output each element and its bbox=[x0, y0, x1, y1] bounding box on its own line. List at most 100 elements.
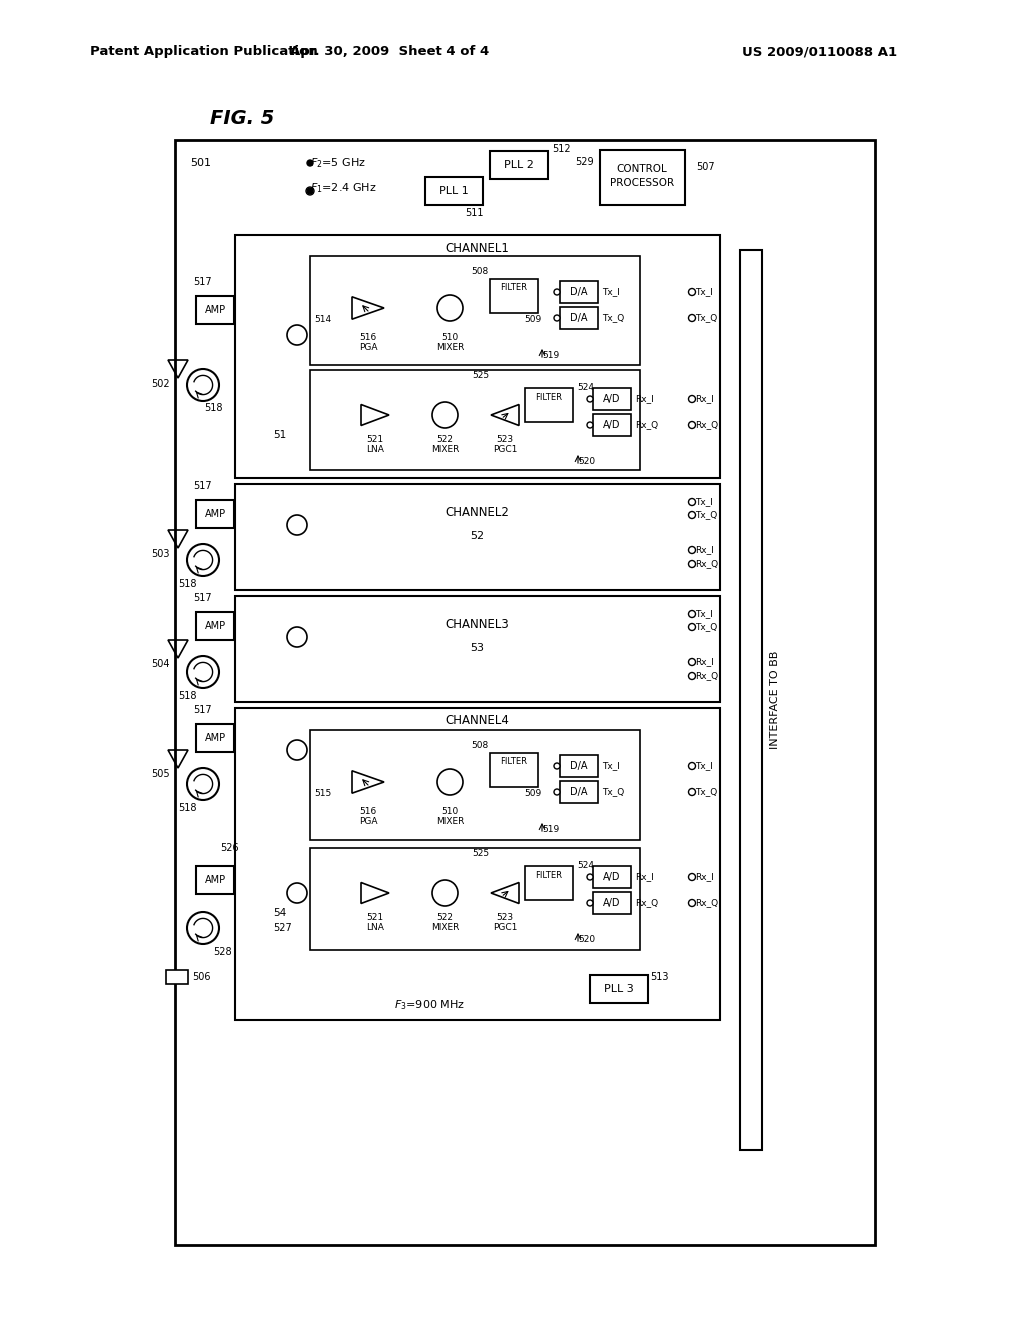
Text: 508: 508 bbox=[472, 268, 489, 276]
Text: 53: 53 bbox=[470, 643, 484, 653]
Text: PROCESSOR: PROCESSOR bbox=[610, 178, 674, 187]
Text: PLL 1: PLL 1 bbox=[439, 186, 469, 195]
Circle shape bbox=[688, 546, 695, 553]
Text: FILTER: FILTER bbox=[501, 284, 527, 293]
Circle shape bbox=[554, 289, 560, 294]
Text: Rx_I: Rx_I bbox=[695, 395, 714, 404]
Text: 505: 505 bbox=[152, 770, 170, 779]
Text: Rx_I: Rx_I bbox=[635, 873, 653, 882]
Bar bbox=[234, 235, 720, 478]
Circle shape bbox=[688, 511, 695, 519]
Circle shape bbox=[688, 499, 695, 506]
Text: 524: 524 bbox=[577, 862, 594, 870]
Circle shape bbox=[307, 187, 313, 194]
Bar bbox=[560, 308, 598, 329]
Text: 504: 504 bbox=[152, 659, 170, 669]
Circle shape bbox=[187, 370, 219, 401]
Text: 506: 506 bbox=[193, 972, 211, 982]
Text: 521: 521 bbox=[367, 913, 384, 923]
Bar bbox=[490, 150, 548, 180]
Text: A/D: A/D bbox=[603, 898, 621, 908]
Text: PGC1: PGC1 bbox=[493, 446, 517, 454]
Circle shape bbox=[688, 314, 695, 322]
Text: LNA: LNA bbox=[366, 924, 384, 932]
Circle shape bbox=[432, 880, 458, 906]
Text: US 2009/0110088 A1: US 2009/0110088 A1 bbox=[742, 45, 898, 58]
Bar bbox=[166, 970, 188, 983]
Text: 512: 512 bbox=[552, 144, 570, 154]
Text: Rx_Q: Rx_Q bbox=[695, 421, 718, 429]
Circle shape bbox=[187, 912, 219, 944]
Bar bbox=[525, 388, 573, 422]
Text: 501: 501 bbox=[190, 158, 211, 168]
Bar bbox=[234, 708, 720, 1020]
Circle shape bbox=[306, 187, 314, 195]
Text: 527: 527 bbox=[273, 923, 292, 933]
Circle shape bbox=[187, 544, 219, 576]
Text: 509: 509 bbox=[524, 789, 542, 799]
Circle shape bbox=[287, 627, 307, 647]
Text: 54: 54 bbox=[273, 908, 287, 917]
Text: AMP: AMP bbox=[205, 875, 225, 884]
Text: 525: 525 bbox=[472, 371, 489, 380]
Bar bbox=[425, 177, 483, 205]
Text: 51: 51 bbox=[273, 430, 287, 440]
Text: 518: 518 bbox=[178, 803, 197, 813]
Circle shape bbox=[688, 659, 695, 665]
Bar bbox=[593, 892, 631, 913]
Text: D/A: D/A bbox=[570, 313, 588, 323]
Text: $F_1$=2.4 GHz: $F_1$=2.4 GHz bbox=[310, 181, 377, 195]
Text: 523: 523 bbox=[497, 436, 514, 445]
Text: Rx_Q: Rx_Q bbox=[635, 421, 658, 429]
Circle shape bbox=[187, 656, 219, 688]
Text: 518: 518 bbox=[204, 403, 222, 413]
Text: Tx_I: Tx_I bbox=[695, 610, 713, 619]
Circle shape bbox=[688, 672, 695, 680]
Text: 514: 514 bbox=[314, 315, 331, 325]
Text: Apr. 30, 2009  Sheet 4 of 4: Apr. 30, 2009 Sheet 4 of 4 bbox=[291, 45, 489, 58]
Text: D/A: D/A bbox=[570, 286, 588, 297]
Text: 521: 521 bbox=[367, 436, 384, 445]
Text: Rx_Q: Rx_Q bbox=[695, 560, 718, 569]
Text: 528: 528 bbox=[213, 946, 231, 957]
Text: 526: 526 bbox=[220, 843, 239, 853]
Text: CHANNEL1: CHANNEL1 bbox=[445, 242, 509, 255]
Circle shape bbox=[287, 515, 307, 535]
Text: Rx_I: Rx_I bbox=[635, 395, 653, 404]
Circle shape bbox=[688, 561, 695, 568]
Text: Tx_I: Tx_I bbox=[602, 288, 620, 297]
Text: AMP: AMP bbox=[205, 305, 225, 315]
Text: 52: 52 bbox=[470, 531, 484, 541]
Text: 517: 517 bbox=[194, 593, 212, 603]
Bar bbox=[560, 281, 598, 304]
Text: Tx_Q: Tx_Q bbox=[695, 623, 717, 631]
Text: 524: 524 bbox=[577, 384, 594, 392]
Text: PGA: PGA bbox=[358, 343, 377, 352]
Bar bbox=[175, 140, 874, 1245]
Circle shape bbox=[187, 768, 219, 800]
Text: 503: 503 bbox=[152, 549, 170, 558]
Text: 513: 513 bbox=[650, 972, 669, 982]
Text: CHANNEL4: CHANNEL4 bbox=[445, 714, 509, 727]
Text: A/D: A/D bbox=[603, 873, 621, 882]
Text: FILTER: FILTER bbox=[501, 758, 527, 767]
Bar bbox=[490, 279, 538, 313]
Circle shape bbox=[587, 422, 593, 428]
Circle shape bbox=[688, 623, 695, 631]
Text: Patent Application Publication: Patent Application Publication bbox=[90, 45, 317, 58]
Text: 518: 518 bbox=[178, 579, 197, 589]
Text: MIXER: MIXER bbox=[431, 446, 459, 454]
Text: PLL 2: PLL 2 bbox=[504, 160, 534, 170]
Text: 519: 519 bbox=[542, 825, 559, 833]
Circle shape bbox=[437, 294, 463, 321]
Circle shape bbox=[688, 788, 695, 796]
Text: AMP: AMP bbox=[205, 620, 225, 631]
Circle shape bbox=[587, 396, 593, 403]
Text: Tx_I: Tx_I bbox=[602, 762, 620, 771]
Text: PGC1: PGC1 bbox=[493, 924, 517, 932]
Text: INTERFACE TO BB: INTERFACE TO BB bbox=[770, 651, 780, 750]
Text: Tx_Q: Tx_Q bbox=[695, 788, 717, 796]
Bar bbox=[593, 866, 631, 888]
Text: FILTER: FILTER bbox=[536, 870, 562, 879]
Text: 516: 516 bbox=[359, 808, 377, 817]
